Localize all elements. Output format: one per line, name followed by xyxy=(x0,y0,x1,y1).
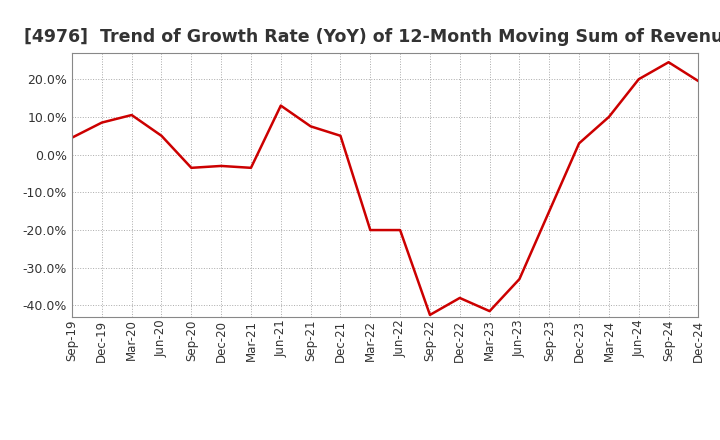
Title: [4976]  Trend of Growth Rate (YoY) of 12-Month Moving Sum of Revenues: [4976] Trend of Growth Rate (YoY) of 12-… xyxy=(24,28,720,46)
